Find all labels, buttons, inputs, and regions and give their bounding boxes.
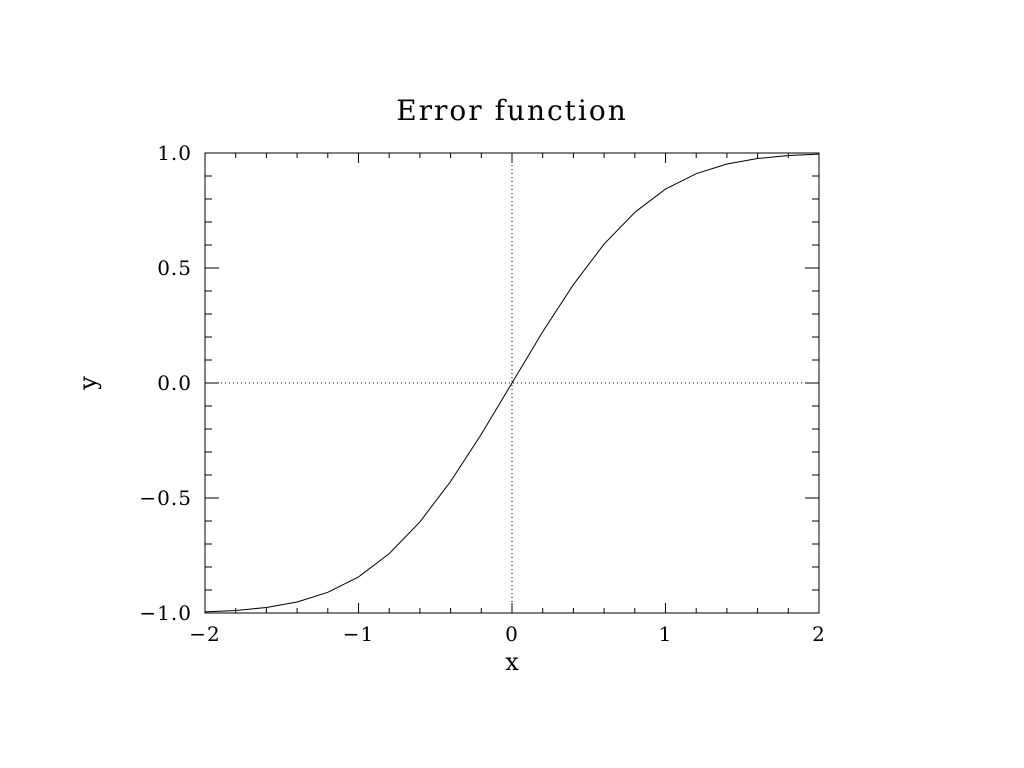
erf-curve (204, 153, 820, 613)
x-tick-label: 2 (812, 622, 826, 646)
y-tick-labels: −1.0 −0.5 0.0 0.5 1.0 (139, 141, 192, 625)
y-tick-label: 0.0 (157, 371, 192, 395)
y-tick-label: 0.5 (157, 256, 192, 280)
y-axis-label: y (74, 376, 102, 391)
plot-frame (204, 152, 820, 614)
y-tick-label: −1.0 (139, 601, 192, 625)
y-tick-label: −0.5 (139, 486, 192, 510)
zero-lines (205, 153, 819, 613)
x-axis-label: x (505, 648, 519, 676)
x-tick-label: 1 (659, 622, 673, 646)
series-layer (204, 153, 820, 613)
chart-title: Error function (396, 94, 628, 127)
y-tick-label: 1.0 (157, 141, 192, 165)
x-tick-labels: −2 −1 0 1 2 (189, 622, 826, 646)
x-tick-label: 0 (505, 622, 519, 646)
x-tick-label: −1 (343, 622, 374, 646)
x-tick-label: −2 (189, 622, 220, 646)
